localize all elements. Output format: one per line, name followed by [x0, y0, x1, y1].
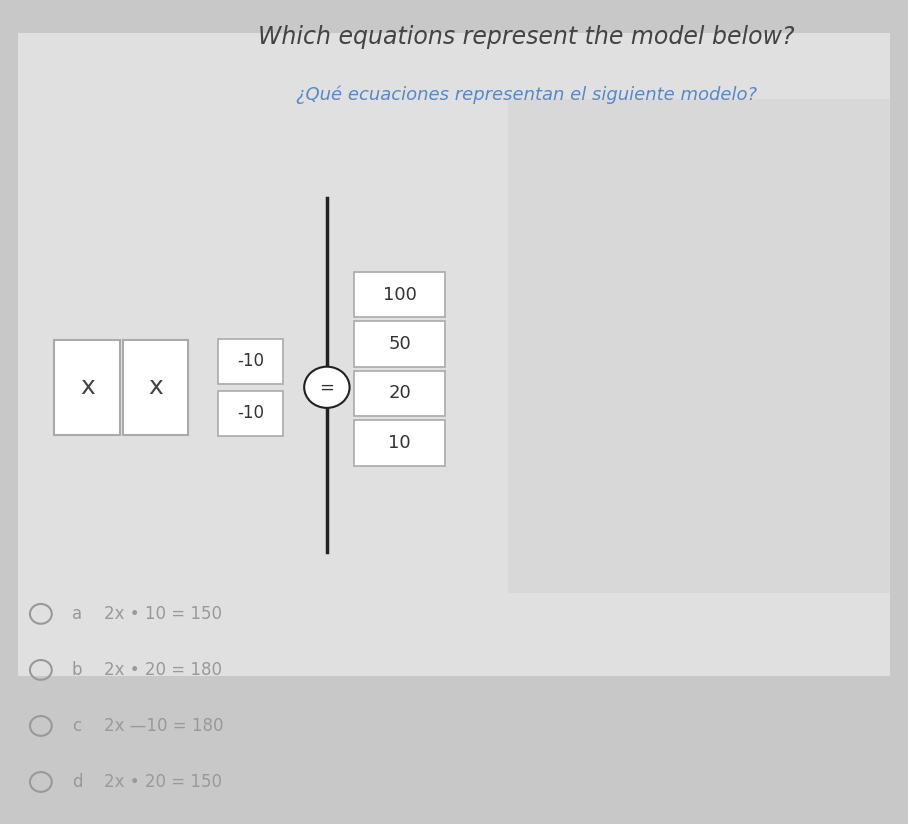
FancyBboxPatch shape	[354, 420, 445, 466]
Text: 2x —10 = 180: 2x —10 = 180	[104, 717, 224, 735]
Text: 100: 100	[382, 286, 417, 303]
Text: a: a	[72, 605, 83, 623]
FancyBboxPatch shape	[508, 99, 890, 593]
Text: Which equations represent the model below?: Which equations represent the model belo…	[259, 25, 794, 49]
FancyBboxPatch shape	[54, 339, 120, 435]
FancyBboxPatch shape	[354, 371, 445, 416]
Text: b: b	[72, 661, 83, 679]
Text: =: =	[320, 378, 334, 396]
FancyBboxPatch shape	[18, 33, 890, 676]
Text: 10: 10	[389, 434, 410, 452]
Text: x: x	[80, 375, 94, 400]
FancyBboxPatch shape	[218, 339, 283, 384]
FancyBboxPatch shape	[123, 339, 188, 435]
Text: 2x • 20 = 150: 2x • 20 = 150	[104, 773, 222, 791]
Text: 20: 20	[388, 385, 411, 402]
FancyBboxPatch shape	[218, 391, 283, 436]
Text: c: c	[73, 717, 82, 735]
Text: -10: -10	[237, 405, 264, 422]
Text: 2x • 10 = 150: 2x • 10 = 150	[104, 605, 222, 623]
FancyBboxPatch shape	[354, 321, 445, 367]
FancyBboxPatch shape	[354, 272, 445, 317]
Circle shape	[304, 367, 350, 408]
Text: ¿Qué ecuaciones representan el siguiente modelo?: ¿Qué ecuaciones representan el siguiente…	[296, 86, 757, 104]
Text: -10: -10	[237, 353, 264, 370]
Text: x: x	[148, 375, 163, 400]
Text: d: d	[72, 773, 83, 791]
Text: 50: 50	[388, 335, 411, 353]
Text: 2x • 20 = 180: 2x • 20 = 180	[104, 661, 222, 679]
